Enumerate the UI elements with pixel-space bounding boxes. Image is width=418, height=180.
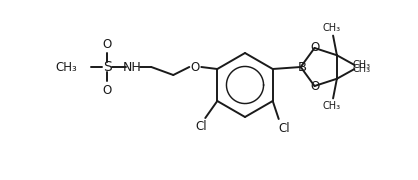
Text: B: B (298, 60, 307, 73)
Text: CH₃: CH₃ (323, 101, 341, 111)
Text: S: S (103, 60, 112, 74)
Text: CH₃: CH₃ (352, 60, 370, 70)
Text: CH₃: CH₃ (323, 23, 341, 33)
Text: O: O (191, 60, 200, 73)
Text: O: O (103, 84, 112, 96)
Text: O: O (103, 37, 112, 51)
Text: Cl: Cl (196, 120, 207, 132)
Text: Cl: Cl (278, 122, 290, 134)
Text: O: O (310, 41, 319, 55)
Text: O: O (310, 80, 319, 93)
Text: NH: NH (123, 60, 142, 73)
Text: CH₃: CH₃ (56, 60, 77, 73)
Text: CH₃: CH₃ (352, 64, 370, 74)
